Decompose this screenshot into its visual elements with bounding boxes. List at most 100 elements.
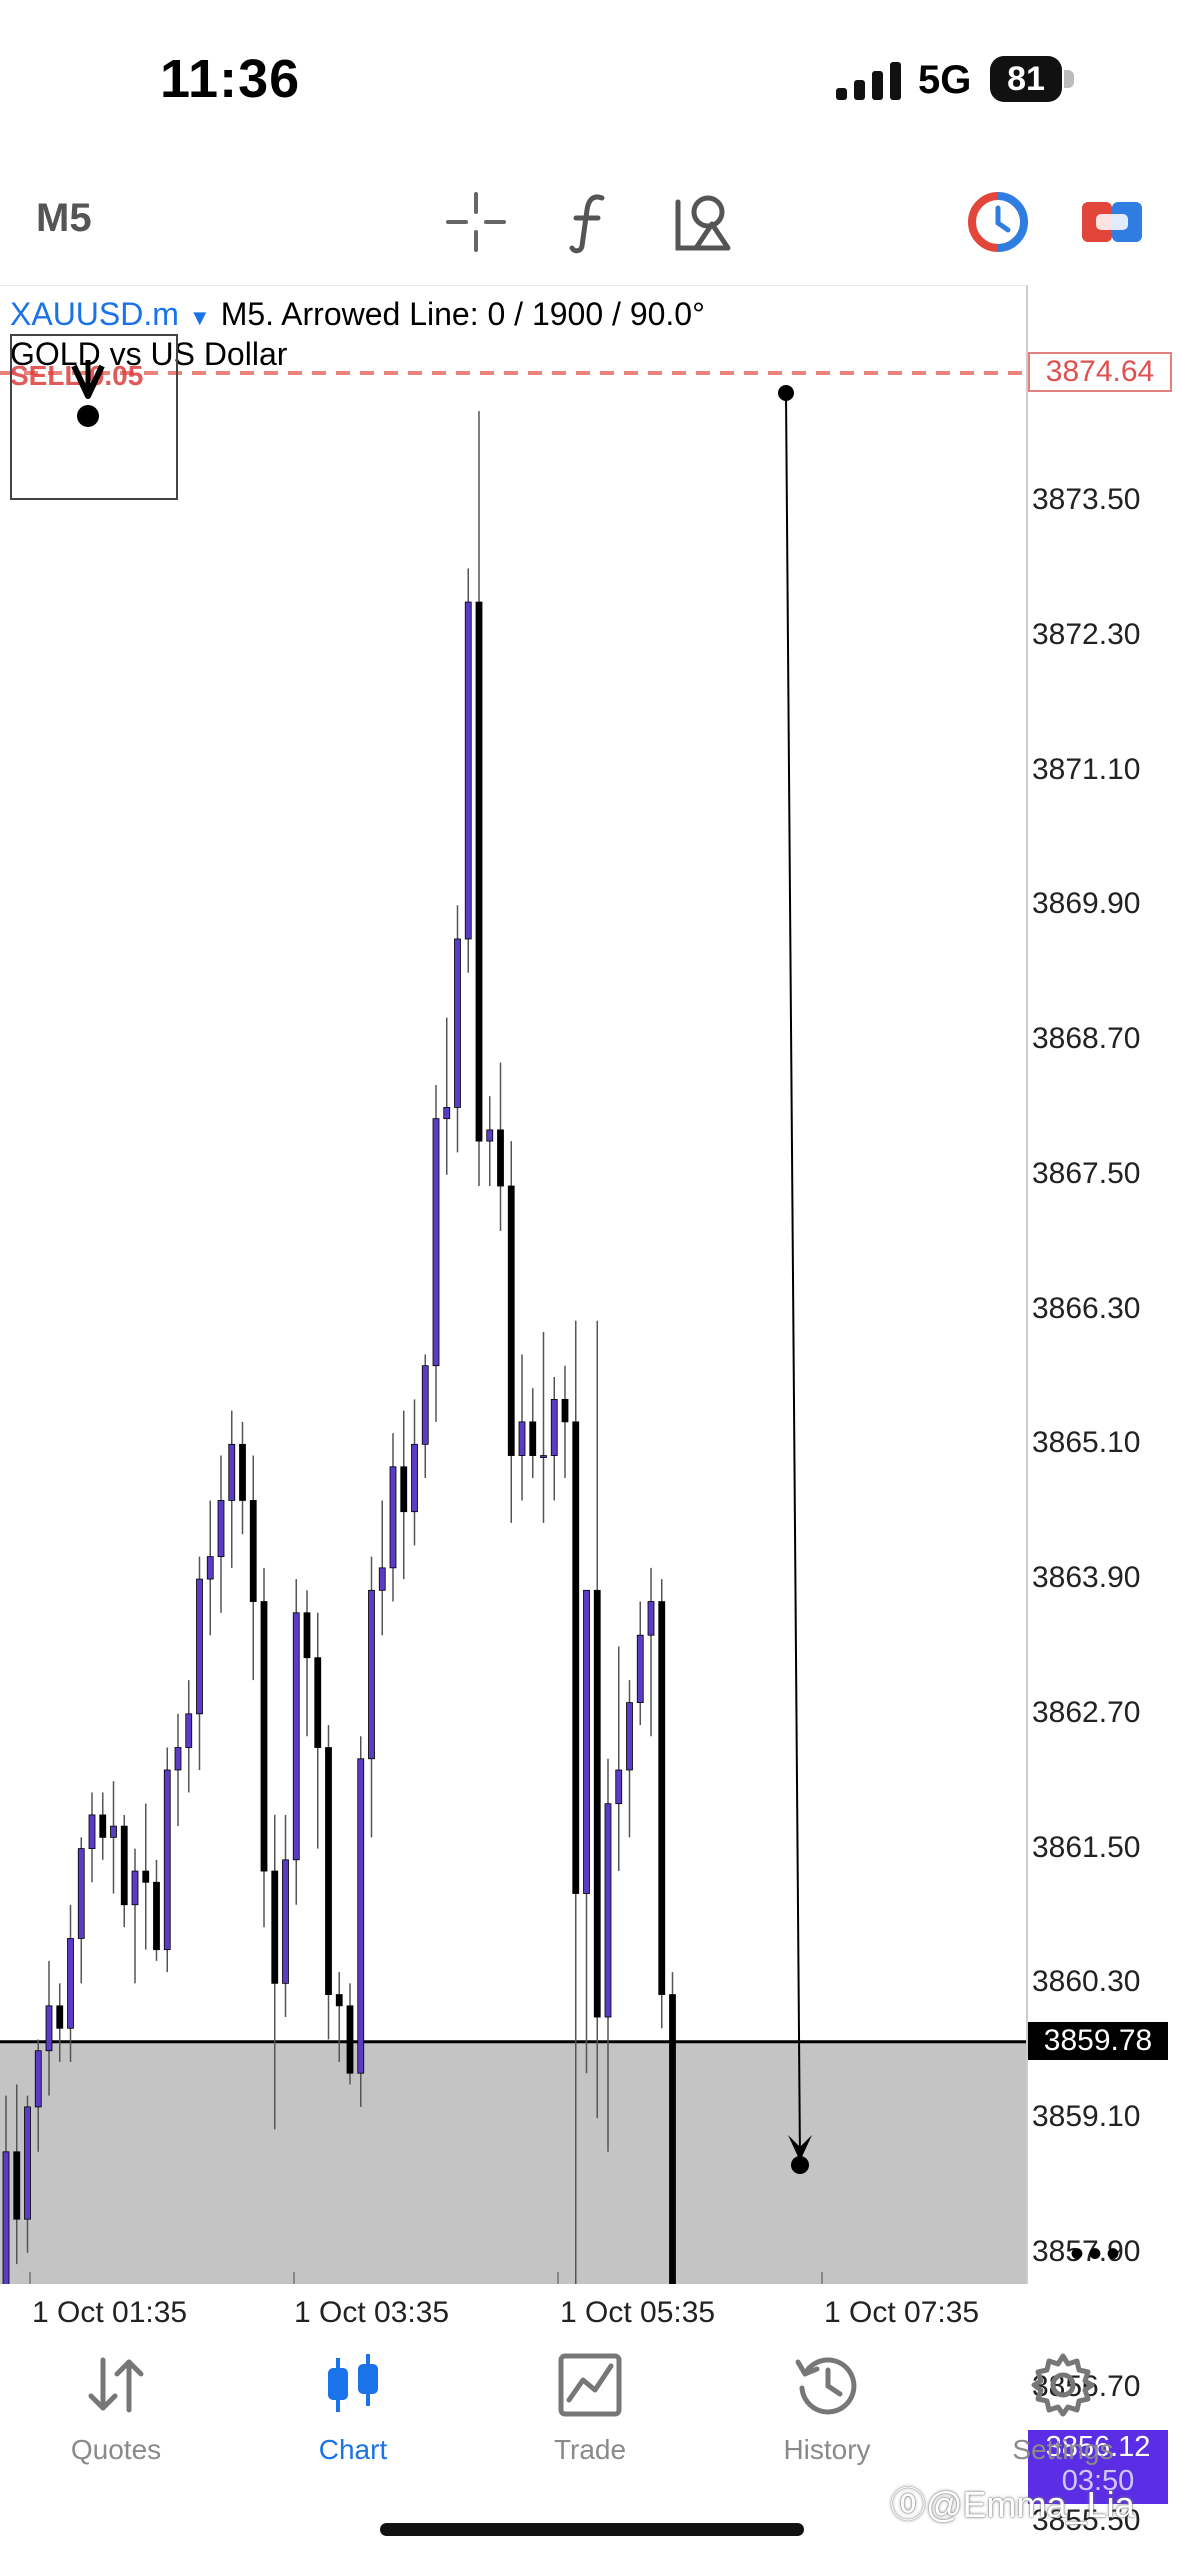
candle-bull	[185, 1713, 193, 1748]
bid-price-tag: 3856.12 03:50	[1028, 2429, 1168, 2504]
candle-bear	[120, 1825, 128, 1906]
candle-bull	[217, 1500, 225, 1558]
price-axis-label: 3860.30	[1032, 1965, 1141, 1999]
nav-chart[interactable]: Chart	[263, 2350, 443, 2466]
candle-bull	[540, 1455, 547, 1458]
candle-bull	[368, 1589, 375, 1760]
nav-quotes[interactable]: Quotes	[26, 2350, 206, 2466]
price-axis-label: 3867.50	[1032, 1156, 1141, 1190]
candle-bull	[357, 1758, 365, 2074]
chart-canvas[interactable]	[0, 286, 1026, 2284]
candle-bear	[346, 2005, 354, 2074]
settings-gear-icon	[1031, 2353, 1095, 2417]
time-axis-label: 1 Oct 05:35	[560, 2296, 716, 2329]
candle-bear	[572, 1421, 580, 1894]
price-axis-label: 3865.10	[1032, 1426, 1141, 1460]
nav-label-chart: Chart	[318, 2434, 388, 2465]
candle-bull	[110, 1825, 117, 1838]
candle-bear	[249, 1500, 257, 1602]
candle-bull	[550, 1399, 558, 1456]
candle-bear	[507, 1185, 515, 1456]
candle-bull	[196, 1578, 203, 1715]
battery-icon: 81	[990, 56, 1078, 102]
time-axis-label: 1 Oct 03:35	[294, 2296, 450, 2329]
candle-bear	[314, 1657, 322, 1748]
arrowed-line	[785, 392, 801, 2162]
price-axis-label: 3861.50	[1032, 1830, 1141, 1864]
history-clock-icon	[795, 2357, 857, 2415]
arrowed-line-start-dot	[778, 385, 794, 401]
sell-price-tag: 3874.64	[1028, 351, 1172, 392]
candle-bear	[593, 1589, 601, 2018]
candle-bear	[142, 1870, 150, 1883]
candle-bull	[282, 1859, 289, 1984]
price-axis-label: 3873.50	[1032, 483, 1141, 516]
candle-bear	[497, 1129, 504, 1187]
arrowed-line-end-dot	[791, 2156, 809, 2174]
last-price-tag: 3859.78	[1028, 2021, 1168, 2060]
network-type: 5G	[918, 58, 972, 102]
trade-chart-icon	[558, 2353, 622, 2417]
price-axis-label: 3869.90	[1032, 887, 1141, 921]
anchor-dot-icon	[77, 405, 99, 427]
trade-toggle-icon[interactable]	[1080, 190, 1144, 254]
chart-area[interactable]	[0, 285, 1028, 2284]
candle-bull	[443, 1107, 451, 1120]
time-axis-label: 1 Oct 01:35	[32, 2296, 188, 2329]
candle-bear	[325, 1747, 332, 1995]
price-axis-label: 3871.10	[1032, 752, 1141, 786]
symbol-name[interactable]: XAUUSD.m	[10, 296, 179, 332]
price-axis-label: 3868.70	[1032, 1022, 1141, 1056]
candle-bear	[13, 2151, 21, 2220]
indicator-f-icon[interactable]	[558, 190, 622, 254]
candle-bear	[271, 1870, 279, 1984]
bid-price: 3856.12	[1045, 2430, 1151, 2463]
nav-trade[interactable]: Trade	[500, 2350, 680, 2466]
more-icon[interactable]: •••	[1070, 2232, 1125, 2276]
nav-settings[interactable]: Settings	[973, 2350, 1153, 2466]
candle-bull	[2, 2151, 10, 2284]
objects-icon[interactable]	[672, 190, 736, 254]
candle-bull	[411, 1443, 418, 1513]
price-axis-label: 3859.10	[1032, 2100, 1141, 2134]
crosshair-icon[interactable]	[444, 190, 508, 254]
timeframe-button[interactable]: M5	[36, 196, 92, 240]
symbol-description: GOLD vs US Dollar	[10, 336, 288, 372]
candle-bear	[400, 1466, 408, 1513]
one-click-panel[interactable]	[10, 334, 178, 500]
price-axis-label: 3855.50	[1032, 2504, 1141, 2538]
price-axis-label: 3857.90	[1032, 2234, 1141, 2268]
candle-bear	[475, 601, 483, 1142]
price-axis-label: 3872.30	[1032, 617, 1141, 651]
time-axis-label: 1 Oct 07:35	[824, 2296, 980, 2329]
candle-bear	[260, 1601, 268, 1872]
candle-bull	[77, 1848, 85, 1939]
candle-bull	[518, 1421, 526, 1456]
one-click-trading-icon[interactable]	[966, 190, 1030, 254]
candle-bull	[389, 1466, 397, 1569]
chart-info: M5. Arrowed Line: 0 / 1900 / 90.0°	[220, 296, 705, 332]
candle-bull	[88, 1814, 96, 1850]
candle-bear	[669, 1994, 676, 2284]
nav-label-settings: Settings	[1012, 2434, 1114, 2465]
price-axis-label: 3866.30	[1032, 1291, 1141, 1325]
battery-level: 81	[1007, 60, 1045, 98]
symbol-caret-icon[interactable]: ▼	[188, 305, 211, 330]
candle-bull	[647, 1601, 655, 1636]
candle-bull	[228, 1443, 236, 1501]
nav-label-history: History	[783, 2434, 871, 2465]
status-time: 11:36	[160, 49, 301, 109]
nav-history[interactable]: History	[737, 2350, 917, 2466]
candle-bull	[67, 1938, 74, 2029]
candle-bear	[153, 1881, 160, 1951]
signal-icon	[836, 62, 901, 100]
watermark: ⓪@Emma_Lia	[890, 2484, 1135, 2525]
candle-bear	[335, 1994, 343, 2007]
candle-bull	[24, 2106, 31, 2220]
price-shade-region	[0, 2041, 1026, 2284]
candle-bull	[615, 1769, 623, 1805]
candle-bull	[626, 1702, 633, 1771]
candle-bull	[604, 1803, 612, 2018]
candle-bull	[131, 1870, 139, 1906]
candle-bear	[658, 1601, 666, 1995]
